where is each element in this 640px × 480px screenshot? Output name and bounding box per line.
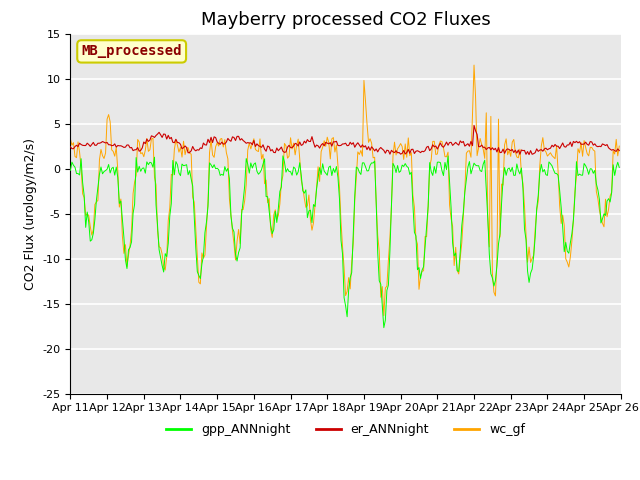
Text: MB_processed: MB_processed <box>81 44 182 59</box>
Y-axis label: CO2 Flux (urology/m2/s): CO2 Flux (urology/m2/s) <box>24 138 37 289</box>
Title: Mayberry processed CO2 Fluxes: Mayberry processed CO2 Fluxes <box>201 11 490 29</box>
Legend: gpp_ANNnight, er_ANNnight, wc_gf: gpp_ANNnight, er_ANNnight, wc_gf <box>161 419 530 441</box>
